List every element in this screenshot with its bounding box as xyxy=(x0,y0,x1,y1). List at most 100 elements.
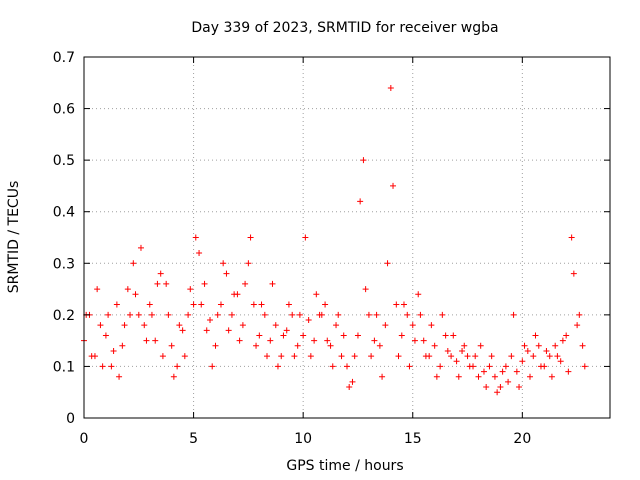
data-point xyxy=(543,347,550,354)
x-axis: 0 5 10 15 20 xyxy=(80,57,531,447)
data-point xyxy=(157,270,164,277)
data-point xyxy=(379,373,386,380)
data-point xyxy=(433,373,440,380)
data-point xyxy=(409,322,416,329)
data-point xyxy=(327,342,334,349)
data-point xyxy=(390,182,397,189)
data-point xyxy=(548,373,555,380)
data-point xyxy=(387,84,394,91)
data-point xyxy=(368,353,375,360)
data-point xyxy=(472,353,479,360)
data-point xyxy=(516,384,523,391)
data-point xyxy=(581,363,588,370)
data-point xyxy=(152,337,159,344)
data-point xyxy=(502,363,509,370)
data-point xyxy=(357,198,364,205)
data-point xyxy=(431,342,438,349)
data-point xyxy=(354,332,361,339)
data-point xyxy=(510,311,517,318)
data-point xyxy=(187,286,194,293)
data-point xyxy=(236,337,243,344)
data-point xyxy=(461,342,468,349)
data-point xyxy=(291,353,298,360)
data-point xyxy=(333,322,340,329)
data-point xyxy=(179,327,186,334)
data-point xyxy=(313,291,320,298)
data-point xyxy=(365,311,372,318)
data-point xyxy=(176,322,183,329)
data-point xyxy=(108,363,115,370)
data-point xyxy=(483,384,490,391)
y-tick-label: 0.2 xyxy=(53,308,75,324)
data-point xyxy=(532,332,539,339)
data-point xyxy=(428,322,435,329)
data-point xyxy=(278,353,285,360)
data-point xyxy=(159,353,166,360)
data-point xyxy=(513,368,520,375)
data-point xyxy=(198,301,205,308)
data-point xyxy=(439,311,446,318)
data-point xyxy=(225,327,232,334)
data-point xyxy=(557,358,564,365)
x-tick-label: 10 xyxy=(294,431,312,447)
data-point xyxy=(280,332,287,339)
data-point xyxy=(116,373,123,380)
data-point xyxy=(459,347,466,354)
data-point xyxy=(406,363,413,370)
data-point xyxy=(300,332,307,339)
data-point xyxy=(212,342,219,349)
y-tick-label: 0.1 xyxy=(53,359,75,375)
data-point xyxy=(253,342,260,349)
data-point xyxy=(274,363,281,370)
data-point xyxy=(214,311,221,318)
data-point xyxy=(499,368,506,375)
data-point xyxy=(524,347,531,354)
data-point xyxy=(258,301,265,308)
data-point xyxy=(491,373,498,380)
data-point xyxy=(168,342,175,349)
data-point xyxy=(130,260,137,267)
data-point xyxy=(283,327,290,334)
data-point xyxy=(554,353,561,360)
data-point xyxy=(373,311,380,318)
y-axis-title: SRMTID / TECUs xyxy=(6,181,22,294)
data-point xyxy=(203,327,210,334)
data-point xyxy=(192,234,199,241)
data-point xyxy=(196,249,203,256)
data-point xyxy=(497,384,504,391)
data-point xyxy=(464,353,471,360)
data-point xyxy=(217,301,224,308)
data-point xyxy=(307,353,314,360)
data-point xyxy=(110,347,117,354)
data-point xyxy=(444,347,451,354)
data-point xyxy=(382,322,389,329)
chart-title: Day 339 of 2023, SRMTID for receiver wgb… xyxy=(191,20,498,36)
data-point xyxy=(344,363,350,370)
data-point xyxy=(384,260,391,267)
x-axis-title: GPS time / hours xyxy=(286,458,403,474)
x-tick-label: 0 xyxy=(80,431,89,447)
data-point xyxy=(209,363,216,370)
data-point xyxy=(404,311,411,318)
data-point xyxy=(448,353,455,360)
data-point xyxy=(231,291,238,298)
data-point xyxy=(170,373,177,380)
data-point xyxy=(207,317,214,324)
data-point xyxy=(163,280,170,287)
data-point xyxy=(269,280,276,287)
data-point xyxy=(132,291,139,298)
data-point xyxy=(165,311,172,318)
data-point xyxy=(508,353,515,360)
data-point xyxy=(88,353,95,360)
series-0 xyxy=(81,84,586,391)
plot-frame xyxy=(83,56,611,419)
data-point xyxy=(250,301,257,308)
data-point xyxy=(442,332,449,339)
data-point xyxy=(466,363,473,370)
data-point xyxy=(311,337,318,344)
data-point xyxy=(272,322,279,329)
data-point xyxy=(530,353,537,360)
data-point xyxy=(329,363,336,370)
data-point xyxy=(242,280,249,287)
